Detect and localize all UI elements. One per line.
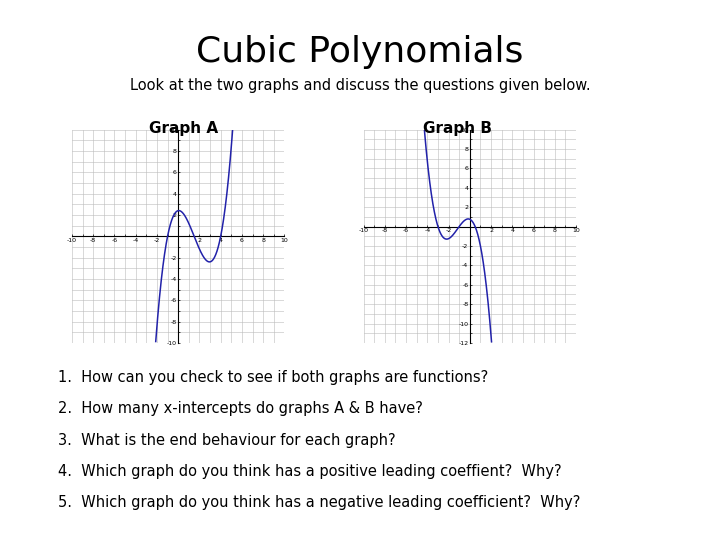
Text: 2.  How many x-intercepts do graphs A & B have?: 2. How many x-intercepts do graphs A & B… — [58, 401, 423, 416]
Text: Cubic Polynomials: Cubic Polynomials — [197, 35, 523, 69]
Text: 1.  How can you check to see if both graphs are functions?: 1. How can you check to see if both grap… — [58, 370, 488, 385]
Text: 3.  What is the end behaviour for each graph?: 3. What is the end behaviour for each gr… — [58, 433, 395, 448]
Text: Graph A: Graph A — [149, 122, 218, 137]
Text: Graph B: Graph B — [423, 122, 492, 137]
Text: Look at the two graphs and discuss the questions given below.: Look at the two graphs and discuss the q… — [130, 78, 590, 93]
Text: 4.  Which graph do you think has a positive leading coeffient?  Why?: 4. Which graph do you think has a positi… — [58, 464, 561, 479]
Text: 5.  Which graph do you think has a negative leading coefficient?  Why?: 5. Which graph do you think has a negati… — [58, 495, 580, 510]
